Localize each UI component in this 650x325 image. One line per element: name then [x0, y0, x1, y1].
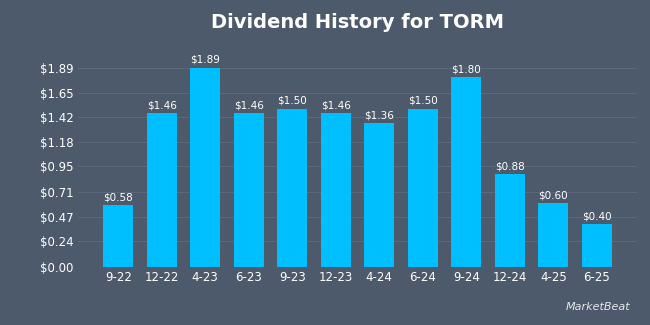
Bar — [234, 113, 263, 266]
Bar — [495, 174, 525, 266]
Bar — [190, 68, 220, 266]
Text: $0.40: $0.40 — [582, 212, 612, 222]
Text: $0.58: $0.58 — [103, 193, 133, 203]
Text: $1.46: $1.46 — [321, 100, 351, 110]
Title: Dividend History for TORM: Dividend History for TORM — [211, 13, 504, 32]
Text: $1.80: $1.80 — [451, 64, 481, 74]
Text: $0.88: $0.88 — [495, 161, 525, 171]
Bar — [103, 205, 133, 266]
Text: $1.46: $1.46 — [147, 100, 177, 110]
Bar — [408, 109, 437, 266]
Bar — [321, 113, 350, 266]
Text: $1.36: $1.36 — [364, 111, 394, 121]
Bar — [278, 109, 307, 266]
Bar — [582, 224, 612, 266]
Bar — [452, 77, 481, 266]
Bar — [147, 113, 177, 266]
Text: $0.60: $0.60 — [538, 191, 568, 201]
Bar — [538, 203, 568, 266]
Bar — [365, 123, 394, 266]
Text: $1.50: $1.50 — [278, 96, 307, 106]
Text: $1.89: $1.89 — [190, 55, 220, 65]
Text: $1.46: $1.46 — [234, 100, 264, 110]
Text: MarketBeat: MarketBeat — [566, 302, 630, 312]
Text: $1.50: $1.50 — [408, 96, 437, 106]
